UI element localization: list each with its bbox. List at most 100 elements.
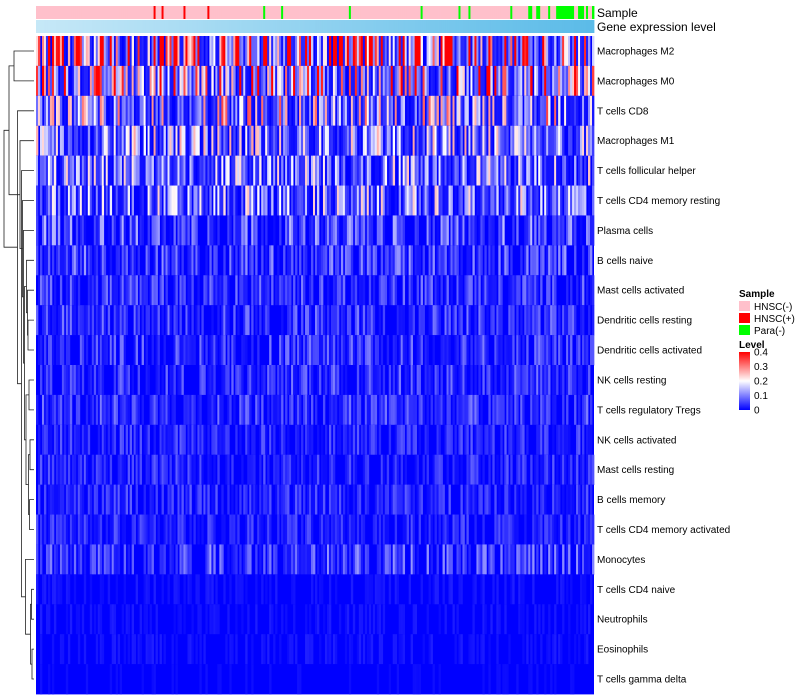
heatmap-cell [45, 65, 49, 97]
dendrogram-branch [31, 648, 34, 680]
heatmap-cell [434, 365, 437, 396]
heatmap-cell [221, 424, 224, 456]
heatmap-cell [291, 365, 294, 396]
heatmap-cell [127, 365, 131, 396]
heatmap-cell [526, 275, 529, 306]
heatmap-cell [207, 544, 210, 575]
heatmap-cell [309, 125, 312, 157]
heatmap-cell [209, 514, 212, 545]
heatmap-cell [263, 365, 266, 396]
heatmap-cell [480, 155, 483, 186]
heatmap-cell [582, 245, 585, 276]
heatmap-cell [320, 335, 324, 366]
sample-annotation-cell [532, 6, 535, 19]
heatmap-cell [458, 65, 461, 97]
legend-sample: Sample HNSC(-) HNSC(+) Para(-) [739, 289, 795, 337]
gene-expression-annotation-cell [416, 20, 420, 33]
heatmap-cell [414, 394, 417, 426]
heatmap-cell [396, 394, 400, 426]
heatmap-cell [540, 514, 543, 545]
heatmap-cell [452, 305, 455, 336]
heatmap-cell [279, 185, 282, 216]
sample-annotation-cell [516, 6, 519, 19]
heatmap-cell [75, 95, 79, 127]
heatmap-cell [374, 155, 378, 186]
heatmap-cell [560, 36, 563, 67]
heatmap-cell [344, 454, 348, 486]
heatmap-cell [133, 424, 136, 456]
heatmap-cell [416, 185, 419, 216]
heatmap-cell [326, 544, 330, 575]
heatmap-cell [251, 185, 254, 216]
heatmap-cell [75, 245, 79, 276]
heatmap-cell [426, 95, 429, 127]
heatmap-cell [486, 424, 489, 456]
heatmap-cell [378, 514, 382, 545]
heatmap-cell [402, 604, 406, 635]
heatmap-cell [53, 155, 57, 186]
heatmap-cell [522, 365, 525, 396]
heatmap-cell [205, 155, 208, 186]
heatmap-cell [273, 65, 276, 97]
heatmap-cell [177, 245, 180, 276]
heatmap-cell [382, 215, 386, 246]
heatmap-cell [239, 424, 242, 456]
heatmap-cell [91, 544, 95, 575]
gene-expression-annotation-cell [245, 20, 248, 33]
heatmap-cell [133, 275, 136, 306]
heatmap-cell [382, 574, 386, 605]
heatmap-cell [324, 335, 328, 366]
heatmap-row [36, 245, 594, 276]
heatmap-cell [342, 394, 346, 426]
legend-level-colorbar [739, 352, 750, 410]
heatmap-cell [592, 215, 595, 246]
heatmap-cell [540, 185, 543, 216]
gene-expression-annotation-cell [199, 20, 202, 33]
heatmap-cell [169, 305, 172, 336]
heatmap-cell [500, 125, 503, 157]
heatmap-cell [45, 454, 49, 486]
heatmap-cell [394, 484, 398, 515]
heatmap-cell [348, 664, 352, 695]
heatmap-cell [277, 365, 280, 396]
heatmap-cell [55, 215, 59, 246]
heatmap-cell [580, 36, 583, 67]
heatmap-cell [478, 544, 481, 575]
heatmap-cell [207, 484, 210, 515]
gene-expression-annotation-cell [404, 20, 408, 33]
heatmap-row [36, 36, 595, 67]
heatmap-cell [374, 365, 378, 396]
heatmap-cell [570, 664, 573, 695]
heatmap-cell [219, 394, 222, 426]
heatmap-cell [105, 394, 109, 426]
heatmap-cell [291, 65, 294, 97]
heatmap-cell [173, 245, 176, 276]
heatmap-cell [556, 215, 559, 246]
sample-annotation-cell [592, 6, 595, 19]
heatmap-cell [137, 95, 140, 127]
heatmap-cell [468, 544, 471, 575]
heatmap-cell [91, 65, 95, 97]
heatmap-cell [436, 245, 439, 276]
heatmap-cell [211, 36, 214, 67]
heatmap-cell [540, 245, 543, 276]
heatmap-cell [131, 245, 134, 276]
heatmap-cell [320, 95, 324, 127]
heatmap-cell [73, 65, 77, 97]
sample-annotation-cell [175, 6, 178, 19]
legend-level-tick-label: 0.3 [754, 362, 768, 373]
heatmap-cell [275, 454, 278, 486]
heatmap-cell [181, 245, 184, 276]
heatmap-cell [326, 155, 330, 186]
heatmap-cell [207, 215, 210, 246]
heatmap-cell [388, 125, 392, 157]
heatmap-cell [261, 185, 264, 216]
heatmap-cell [554, 544, 557, 575]
heatmap-cell [378, 125, 382, 157]
heatmap-cell [155, 604, 158, 635]
heatmap-cell [524, 155, 527, 186]
heatmap-cell [506, 185, 509, 216]
sample-annotation-cell [340, 6, 344, 19]
heatmap-cell [398, 245, 402, 276]
heatmap-cell [436, 215, 439, 246]
